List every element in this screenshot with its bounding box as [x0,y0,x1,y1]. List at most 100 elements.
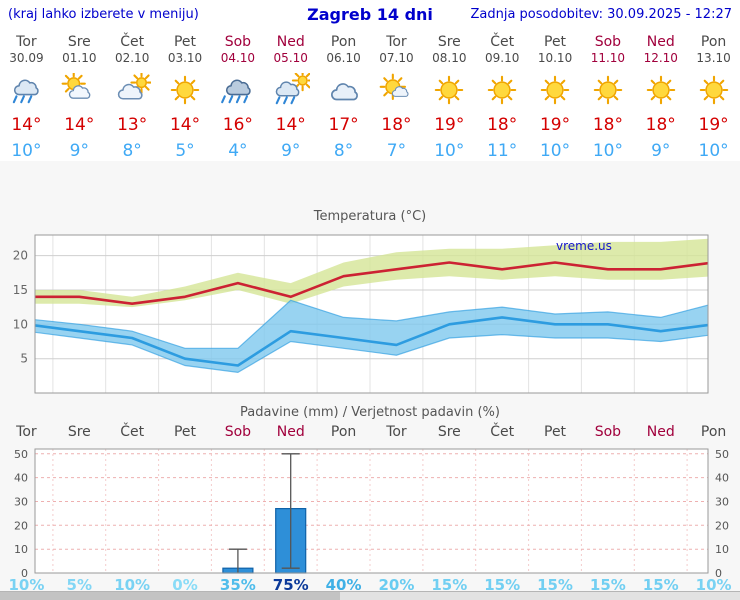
temp-min: 10° [434,140,465,161]
precip-day-label: Ned [276,423,305,440]
precip-probability: 20% [378,575,415,594]
weather-icon-sunny [581,73,634,109]
weather-icon-sunny [529,73,582,109]
precip-day-label: Ned [646,423,675,440]
day-column-sre-08.10: Sre 08.10 19° 10° [423,34,476,161]
temp-max: 18° [592,115,623,136]
day-date: 13.10 [696,50,731,65]
day-column-čet-02.10: Čet 02.10 13° 8° [106,34,159,161]
precip-day-labels-row: Tor Sre Čet Pet Sob Ned Pon Tor Sre Čet Pet Sob Ned P… [0,423,740,441]
temp-max: 13° [117,115,148,136]
weather-icon-mostly-cloudy [106,73,159,109]
precip-probability: 10% [695,575,732,594]
precip-probability: 40% [325,575,362,594]
svg-text:5: 5 [20,352,28,366]
precip-probability: 0% [172,575,198,594]
svg-text:40: 40 [14,472,28,485]
temp-min: 9° [281,140,301,161]
temp-min: 11° [487,140,518,161]
day-name: Tor [386,34,407,50]
day-name: Pon [700,34,727,50]
temp-min: 4° [228,140,248,161]
temp-max: 18° [381,115,412,136]
weather-icon-mostly-sunny [370,73,423,109]
temp-max: 18° [645,115,676,136]
vreme-watermark-link[interactable]: vreme.us [556,239,612,253]
temp-max: 19° [698,115,729,136]
forecast-days-row: Tor 30.09 14° 10° Sre 01.10 14° 9° Čet 02.10 13° 8°… [0,26,740,161]
day-column-tor-30.09: Tor 30.09 14° 10° [0,34,53,161]
precip-day-label: Sob [224,423,252,440]
charts-section: Temperatura (°C) 5 10 15 20 vreme.us Padavin… [0,160,740,594]
day-date: 08.10 [432,50,467,65]
precip-day-label: Tor [16,423,37,440]
day-column-sob-11.10: Sob 11.10 18° 10° [581,34,634,161]
temp-min: 7° [386,140,407,161]
menu-hint-text: (kraj lahko izberete v meniju) [8,7,199,22]
day-column-ned-05.10: Ned 05.10 14° 9° [264,34,317,161]
day-column-pet-03.10: Pet 03.10 14° 5° [159,34,212,161]
temp-max: 18° [487,115,518,136]
svg-text:20: 20 [14,519,28,532]
day-name: Pon [330,34,357,50]
day-date: 06.10 [326,50,361,65]
day-column-sob-04.10: Sob 04.10 16° 4° [211,34,264,161]
weather-icon-sunny [476,73,529,109]
svg-text:40: 40 [715,472,729,485]
temp-min: 10° [539,140,571,161]
weather-icon-sunny [159,73,212,109]
page-header: (kraj lahko izberete v meniju) Zagreb 14… [0,0,740,26]
temp-min: 10° [11,140,42,161]
day-name: Pet [544,34,567,50]
day-name: Sob [224,34,252,50]
day-date: 05.10 [273,50,308,65]
svg-text:15: 15 [13,283,28,297]
day-date: 09.10 [484,50,520,65]
day-column-pon-13.10: Pon 13.10 19° 10° [687,34,740,161]
day-date: 03.10 [167,50,203,65]
svg-text:10: 10 [14,543,28,556]
precip-probability: 15% [589,575,626,594]
precip-probability: 15% [642,575,679,594]
weather-icon-heavy-rain [211,73,264,109]
temp-min: 8° [122,140,142,161]
precip-probability: 75% [272,575,309,594]
precip-day-label: Čet [490,423,515,440]
day-name: Pet [173,34,197,50]
precip-day-label: Pet [173,423,197,440]
temp-max: 14° [275,115,306,136]
day-name: Tor [16,34,37,50]
precip-day-label: Tor [386,423,407,440]
svg-text:0: 0 [715,567,722,577]
precipitation-chart: 0 0 10 10 20 20 30 30 40 40 50 50 [14,448,729,577]
precip-probability-row: 10% 5% 10% 0% 35% 75% 40% 20% 15% 15% 15% 15% 15% 10% [0,575,740,594]
svg-text:10: 10 [13,317,28,331]
svg-text:30: 30 [14,495,28,508]
weather-icon-sunny [687,73,740,109]
precip-probability: 10% [114,575,151,594]
svg-text:50: 50 [14,448,28,461]
day-name: Sob [594,34,622,50]
day-column-ned-12.10: Ned 12.10 18° 9° [634,34,687,161]
day-name: Sre [67,34,91,50]
day-column-pon-06.10: Pon 06.10 17° 8° [317,34,370,161]
day-name: Čet [490,34,515,50]
scrollbar-thumb[interactable] [0,592,341,600]
temp-max: 14° [64,115,95,136]
day-name: Ned [646,34,675,50]
precip-day-label: Sre [67,423,91,440]
temp-max: 14° [11,115,42,136]
precip-day-label: Sob [594,423,622,440]
temp-min: 10° [592,140,623,161]
weather-icon-rain [0,73,53,109]
day-date: 01.10 [62,50,97,65]
day-date: 12.10 [643,50,678,65]
day-column-tor-07.10: Tor 07.10 18° 7° [370,34,423,161]
precip-probability: 15% [484,575,521,594]
day-name: Čet [120,34,145,50]
horizontal-scrollbar[interactable] [0,591,740,600]
precip-day-label: Čet [120,423,145,440]
temp-min: 10° [698,140,729,161]
day-column-pet-10.10: Pet 10.10 19° 10° [529,34,582,161]
precip-day-label: Pon [330,423,357,440]
